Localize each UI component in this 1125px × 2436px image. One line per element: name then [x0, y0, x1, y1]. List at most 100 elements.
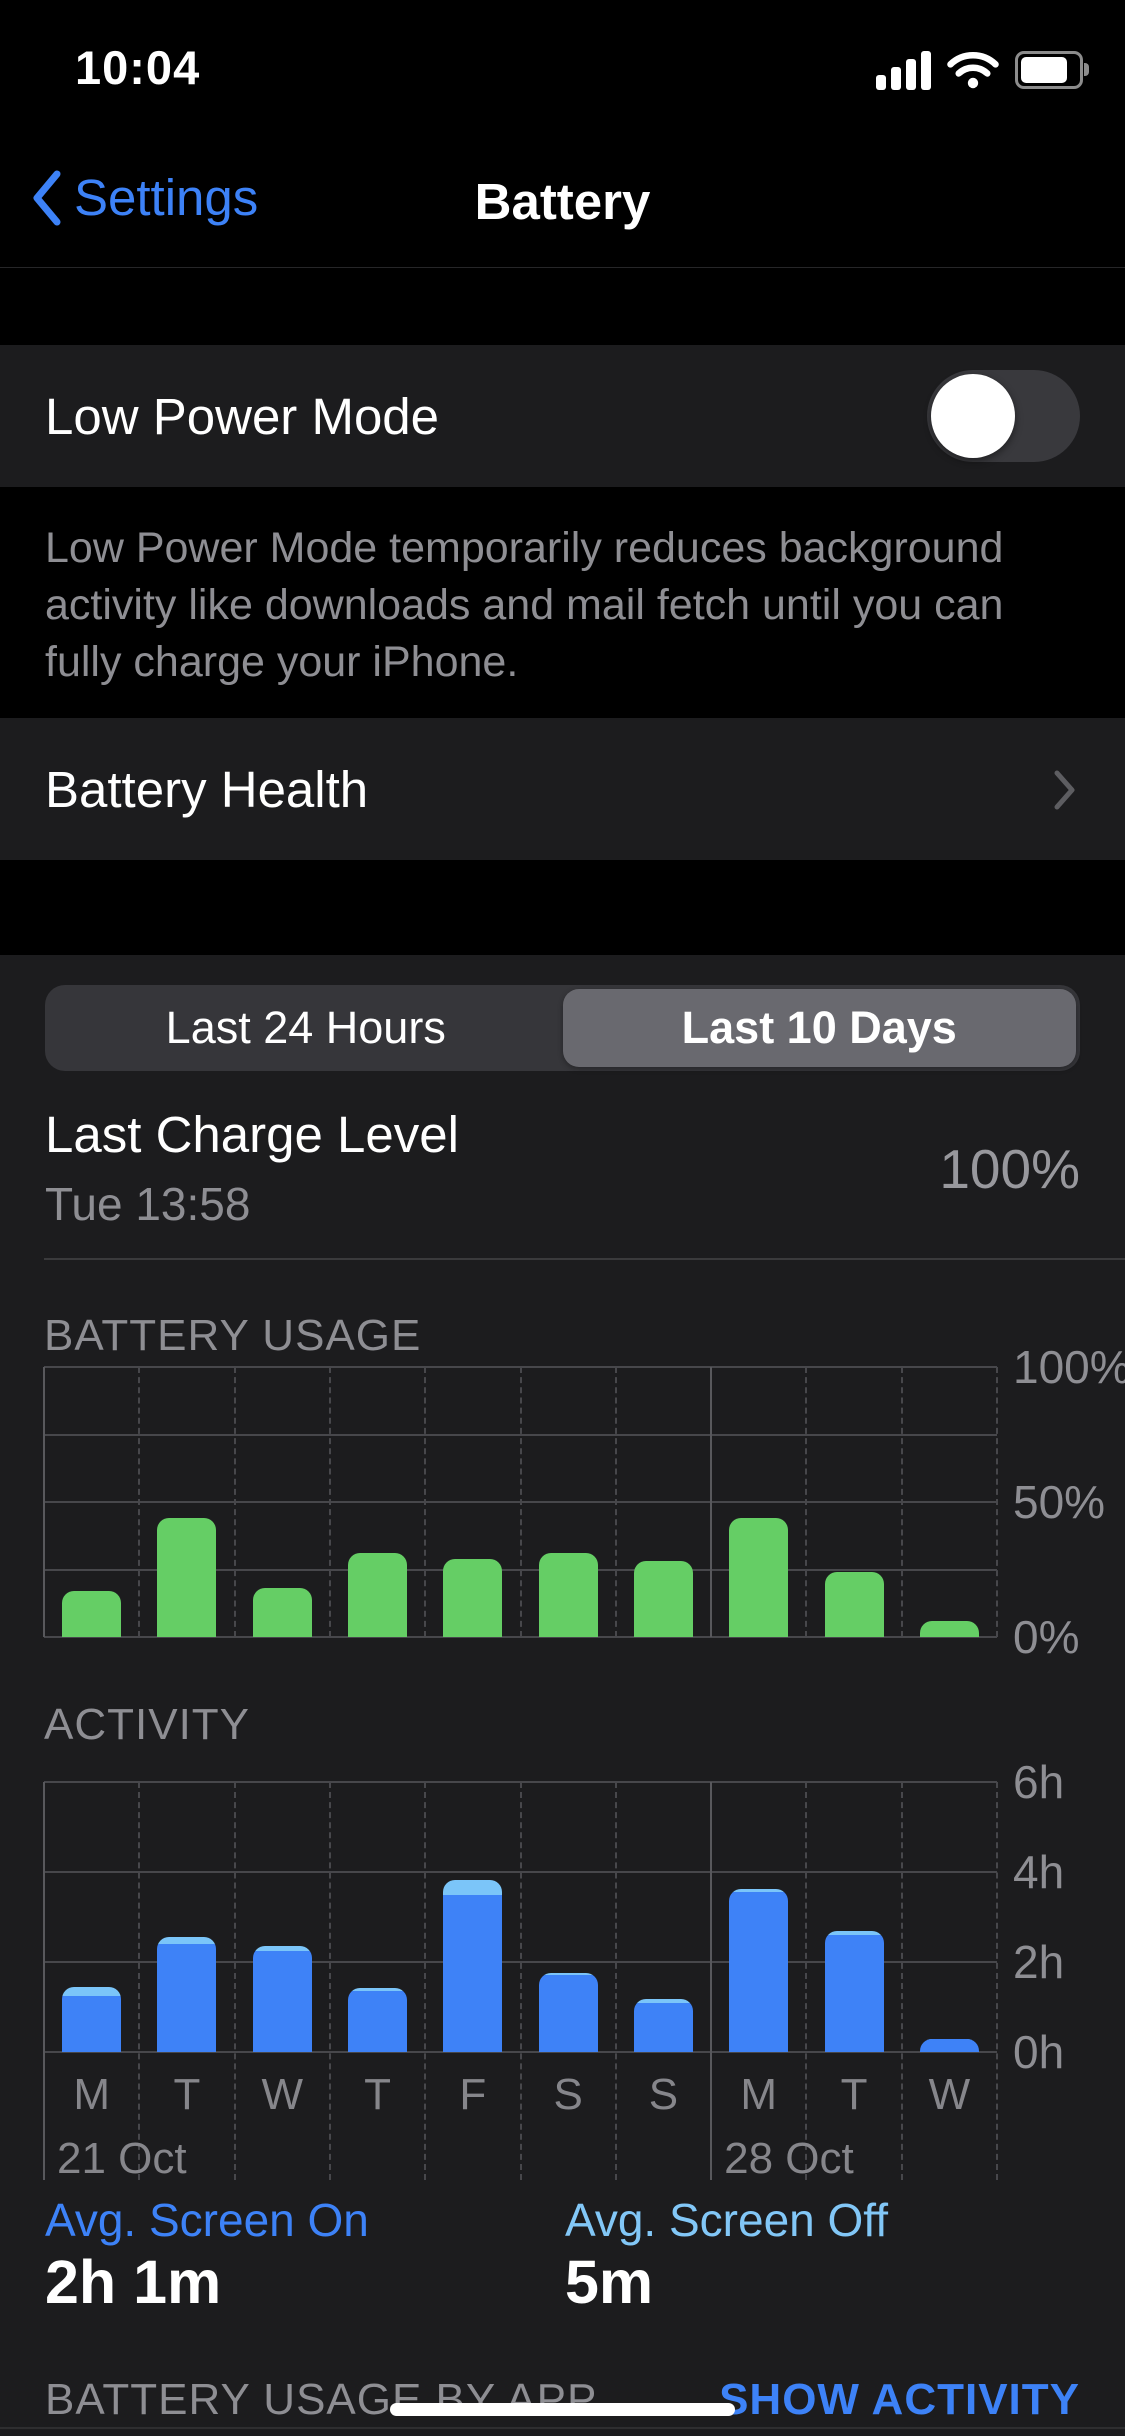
gridline-vertical	[805, 1367, 808, 1637]
back-to-settings-button[interactable]: Settings	[30, 168, 258, 227]
battery-health-label: Battery Health	[45, 760, 369, 818]
weekday-label: T	[364, 2070, 391, 2119]
weekday-label: T	[840, 2070, 868, 2119]
y-axis-tick-label: 6h	[1013, 1756, 1065, 1808]
battery-usage-by-app-label: BATTERY USAGE BY APP	[45, 2375, 598, 2424]
gridline-vertical	[233, 1782, 236, 2180]
weekday-label: S	[648, 2070, 679, 2119]
screen-off-segment	[443, 1879, 503, 1895]
gridline-horizontal	[44, 1636, 997, 1638]
week-date-label: 28 Oct	[724, 2134, 854, 2183]
screen-on-segment	[443, 1894, 503, 2052]
screen-off-segment	[538, 1973, 598, 1976]
segment-last-10-days[interactable]: Last 10 Days	[562, 989, 1076, 1067]
data-bar-s5[interactable]	[538, 1553, 598, 1637]
battery-usage-chart: BATTERY USAGE 100% 50% 0%	[43, 1311, 1125, 1663]
data-bar-w9[interactable]	[919, 1620, 979, 1637]
status-bar-icons	[876, 48, 1089, 92]
data-bar-s6[interactable]	[633, 1999, 693, 2052]
back-button-label: Settings	[74, 169, 259, 226]
screen-off-segment	[633, 1999, 693, 2003]
data-bar-w2[interactable]	[252, 1588, 312, 1637]
gridline-vertical	[328, 1782, 331, 2180]
bottom-divider	[0, 2427, 1125, 2429]
screen-off-segment	[252, 1946, 312, 1951]
data-bar-m0[interactable]	[62, 1591, 122, 1637]
weekday-label: T	[173, 2070, 201, 2119]
low-power-mode-toggle[interactable]	[927, 370, 1080, 462]
weekday-label: S	[553, 2070, 583, 2119]
gridline-vertical	[900, 1367, 903, 1637]
screen-on-segment	[633, 2002, 693, 2052]
data-bar-m7[interactable]	[729, 1518, 789, 1637]
segment-last-24-hours[interactable]: Last 24 Hours	[165, 1002, 446, 1053]
data-bar-s6[interactable]	[633, 1561, 693, 1637]
avg-screen-on-label[interactable]: Avg. Screen On	[45, 2194, 369, 2246]
gridline-vertical	[996, 1367, 998, 1637]
page-title: Battery	[474, 173, 651, 230]
time-range-segmented-control: Last 24 Hours Last 10 Days	[45, 985, 1080, 1071]
gridline-vertical	[614, 1367, 617, 1637]
screen-on-segment	[348, 1991, 408, 2052]
toggle-knob	[931, 374, 1015, 458]
y-axis-tick-label: 50%	[1013, 1476, 1106, 1528]
low-power-mode-label: Low Power Mode	[45, 387, 440, 445]
avg-screen-off-label[interactable]: Avg. Screen Off	[565, 2194, 889, 2246]
gridline-vertical	[233, 1367, 236, 1637]
screen-on-segment	[538, 1975, 598, 2052]
data-bar-f4[interactable]	[443, 1558, 503, 1637]
wifi-icon	[947, 52, 999, 89]
avg-screen-on-value: 2h 1m	[45, 2248, 222, 2316]
gridline-vertical	[519, 1367, 522, 1637]
battery-usage-plot: 100% 50% 0%	[43, 1341, 1125, 1663]
screen-on-segment	[729, 1892, 789, 2052]
weekday-label: F	[459, 2070, 487, 2119]
week-date-label: 21 Oct	[57, 2134, 187, 2183]
screen-on-segment	[824, 1935, 884, 2052]
gridline-vertical	[710, 1367, 713, 1637]
data-bar-s5[interactable]	[538, 1973, 598, 2052]
data-bar-t3[interactable]	[348, 1553, 408, 1637]
y-axis-tick-label: 0h	[1013, 2026, 1065, 2078]
y-axis-tick-label: 2h	[1013, 1936, 1065, 1988]
data-bar-m7[interactable]	[729, 1888, 789, 2052]
screen-on-segment	[157, 1944, 217, 2052]
back-chevron-icon	[33, 170, 61, 225]
battery-stats-section: Last 24 Hours Last 10 Days Last Charge L…	[0, 955, 1125, 2436]
gridline-vertical	[900, 1782, 903, 2180]
gridline-vertical	[424, 1367, 427, 1637]
screen-off-segment	[348, 1987, 408, 1992]
screen-off-segment	[157, 1937, 217, 1944]
cellular-signal-icon	[876, 50, 931, 90]
last-charge-time: Tue 13:58	[45, 1178, 251, 1230]
data-bar-t8[interactable]	[824, 1572, 884, 1637]
navigation-bar: Settings Battery	[0, 150, 1125, 260]
data-bar-t3[interactable]	[348, 1987, 408, 2052]
data-bar-t1[interactable]	[157, 1937, 217, 2052]
activity-plot: 6h 4h 2h 0h M T W T F S S M T W 21 Oct 28 Oct	[43, 1756, 1064, 2183]
data-bar-w2[interactable]	[252, 1946, 312, 2052]
gridline-vertical	[614, 1782, 617, 2180]
screen-off-segment	[729, 1888, 789, 1893]
screen-off-segment	[824, 1931, 884, 1935]
home-indicator[interactable]	[390, 2403, 735, 2416]
gridline-vertical	[996, 1782, 998, 2180]
last-charge-value: 100%	[939, 1138, 1080, 1200]
battery-health-row[interactable]: Battery Health	[0, 718, 1125, 860]
low-power-mode-description: Low Power Mode temporarily reduces backg…	[45, 524, 1004, 686]
divider	[44, 1258, 1125, 1260]
screen-off-segment	[62, 1986, 122, 1996]
data-bar-t1[interactable]	[157, 1518, 217, 1637]
weekday-label: M	[73, 2070, 110, 2119]
data-bar-f4[interactable]	[443, 1879, 503, 2052]
screen-on-segment	[252, 1950, 312, 2052]
screen-off-segment	[919, 2038, 979, 2040]
last-charge-level-label: Last Charge Level	[45, 1106, 459, 1163]
data-bar-w9[interactable]	[919, 2038, 979, 2052]
chevron-right-icon	[1054, 770, 1075, 810]
show-activity-button[interactable]: SHOW ACTIVITY	[719, 2375, 1080, 2424]
gridline-vertical	[328, 1367, 331, 1637]
gridline-vertical	[424, 1782, 427, 2180]
data-bar-t8[interactable]	[824, 1931, 884, 2052]
data-bar-m0[interactable]	[62, 1986, 122, 2052]
